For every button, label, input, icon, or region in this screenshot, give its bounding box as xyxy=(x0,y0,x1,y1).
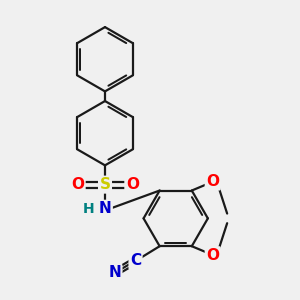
Text: O: O xyxy=(126,177,139,192)
Text: O: O xyxy=(71,177,84,192)
Text: H: H xyxy=(83,202,95,216)
Text: O: O xyxy=(206,248,219,263)
Text: S: S xyxy=(100,177,110,192)
Text: N: N xyxy=(99,201,111,216)
Text: C: C xyxy=(130,253,141,268)
Text: O: O xyxy=(206,174,219,189)
Text: N: N xyxy=(108,266,121,280)
